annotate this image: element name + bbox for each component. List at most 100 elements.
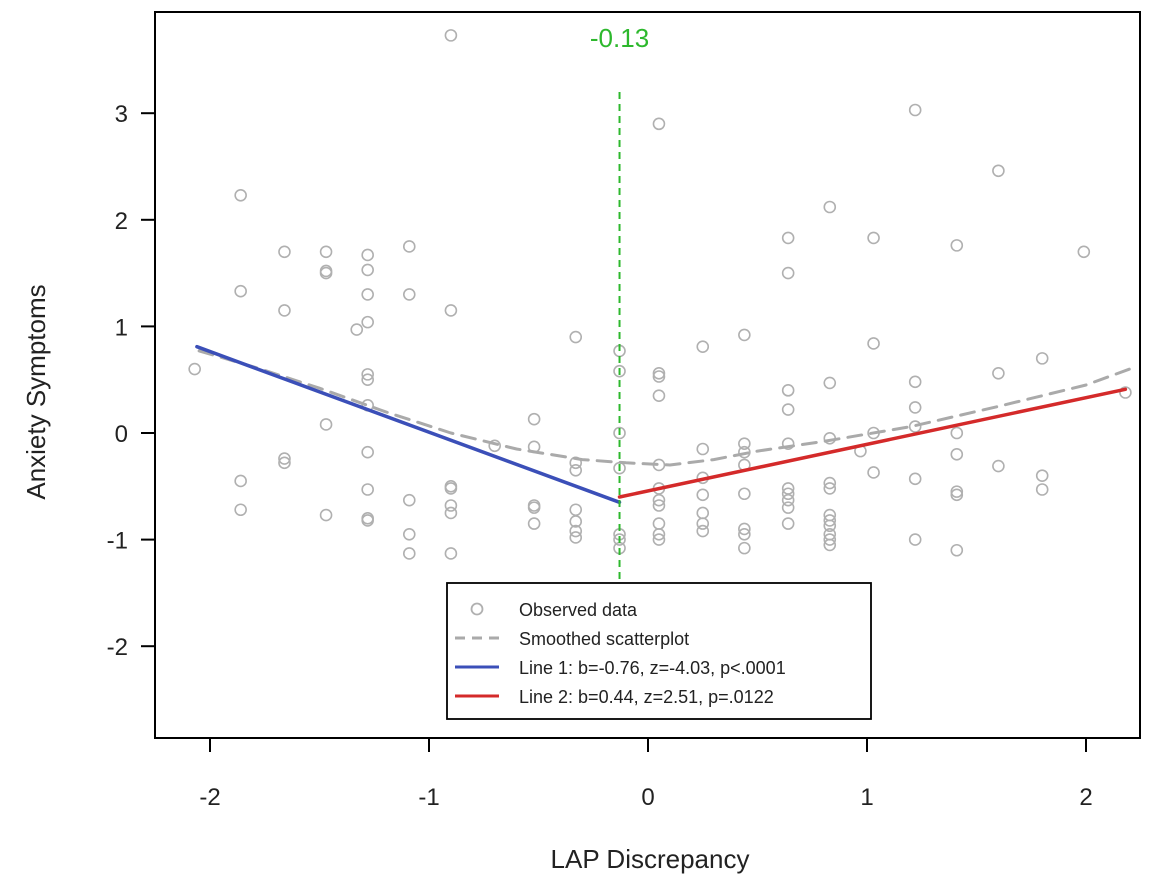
legend-swatch (470, 602, 484, 616)
data-point (652, 117, 666, 131)
data-point (992, 164, 1005, 178)
data-point (950, 426, 964, 440)
data-point (950, 485, 964, 498)
data-point (823, 200, 837, 214)
legend-label: Line 1: b=-0.76, z=-4.03, p<.0001 (519, 658, 786, 678)
data-point (908, 103, 922, 117)
data-point (738, 445, 751, 459)
fit-line-2 (617, 387, 1128, 499)
data-point (781, 384, 795, 397)
smoothed-line (197, 349, 1132, 467)
data-point (319, 418, 333, 431)
legend-box (446, 582, 872, 720)
data-point (696, 442, 710, 456)
data-point (652, 367, 666, 380)
data-point (908, 533, 922, 546)
data-point (950, 448, 964, 461)
data-point (908, 472, 922, 486)
data-point (444, 499, 458, 512)
data-point (569, 524, 583, 538)
data-point (652, 493, 666, 507)
data-point (350, 323, 364, 336)
x-tick-label: 2 (1079, 784, 1092, 811)
legend-label: Line 2: b=0.44, z=2.51, p=.0122 (519, 687, 774, 707)
y-axis-title: Anxiety Symptoms (21, 284, 51, 499)
data-point (908, 401, 922, 414)
data-point (234, 474, 247, 488)
data-point (278, 452, 291, 465)
data-point (867, 337, 880, 350)
data-point (823, 514, 837, 527)
data-point (1077, 245, 1091, 259)
data-point (781, 493, 795, 507)
data-point (696, 340, 710, 353)
data-point (527, 501, 541, 514)
data-point (950, 543, 964, 557)
y-tick-label: -1 (107, 528, 128, 555)
data-point (738, 487, 751, 501)
data-point (867, 466, 880, 479)
x-tick-label: 1 (860, 784, 873, 811)
data-point (488, 439, 502, 453)
data-point (527, 517, 541, 530)
data-point (319, 245, 333, 259)
data-point (652, 499, 666, 512)
observed-data-points (188, 29, 1132, 560)
data-point (361, 514, 374, 527)
data-point (696, 488, 710, 502)
data-point (696, 524, 710, 538)
data-point (1119, 386, 1132, 399)
data-point (652, 517, 666, 530)
y-tick-label: 1 (115, 314, 128, 341)
data-point (823, 476, 837, 490)
data-point (234, 503, 247, 517)
data-point (444, 506, 458, 520)
data-point (738, 328, 751, 342)
data-point (444, 547, 458, 560)
data-point (652, 533, 666, 546)
data-point (1035, 483, 1049, 496)
data-point (402, 547, 416, 560)
data-point (361, 483, 374, 496)
data-point (361, 368, 374, 381)
legend-label: Observed data (519, 600, 638, 620)
data-point (402, 493, 416, 507)
data-point (823, 519, 837, 533)
data-point (444, 304, 458, 317)
data-point (527, 412, 541, 426)
data-point (781, 231, 795, 245)
data-point (444, 482, 458, 495)
data-point (1035, 469, 1049, 482)
data-point (188, 362, 201, 376)
data-point (781, 517, 795, 530)
x-tick-label: -2 (199, 784, 220, 811)
data-point (569, 503, 583, 517)
data-point (781, 266, 795, 280)
data-point (361, 373, 374, 387)
data-point (652, 527, 666, 541)
y-tick-label: 3 (115, 101, 128, 128)
data-point (738, 437, 751, 450)
data-point (278, 456, 291, 470)
data-point (569, 531, 583, 544)
legend: Observed data Smoothed scatterplot Line 1:… (446, 582, 872, 720)
annotation: -0.13 (590, 23, 649, 590)
data-point (652, 389, 666, 402)
x-axis-title: LAP Discrepancy (551, 844, 750, 874)
data-point (234, 284, 247, 298)
data-point (781, 403, 795, 416)
data-point (781, 501, 795, 514)
data-point (738, 522, 751, 536)
data-point (613, 533, 626, 546)
data-point (613, 364, 626, 378)
data-point (361, 315, 374, 329)
data-point (361, 263, 374, 277)
data-point (402, 527, 416, 541)
axes: -2 -1 0 1 2 -2 -1 0 1 2 3 (107, 11, 1141, 811)
series-lines (195, 344, 1132, 505)
data-point (444, 29, 458, 42)
data-point (1035, 352, 1049, 365)
breakpoint-label: -0.13 (590, 23, 649, 53)
data-point (992, 459, 1005, 473)
